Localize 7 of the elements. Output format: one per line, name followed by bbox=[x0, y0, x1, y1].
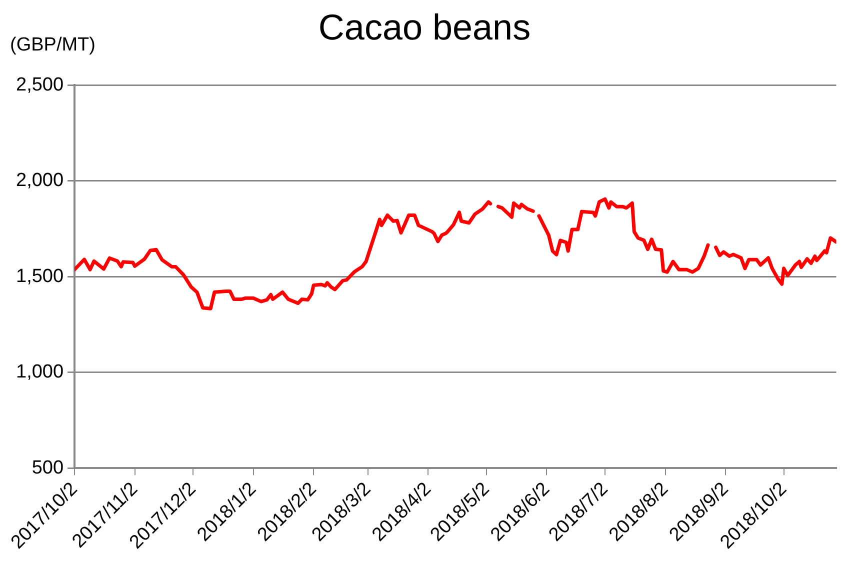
y-tick-label: 500 bbox=[32, 457, 64, 478]
y-tick-label: 2,000 bbox=[16, 170, 64, 192]
y-tick-label: 2,500 bbox=[16, 74, 64, 96]
y-axis-title: (GBP/MT) bbox=[10, 34, 96, 56]
chart-title: Cacao beans bbox=[318, 6, 531, 48]
y-tick-label: 1,500 bbox=[16, 266, 64, 287]
y-tick-label: 1,000 bbox=[16, 362, 64, 383]
